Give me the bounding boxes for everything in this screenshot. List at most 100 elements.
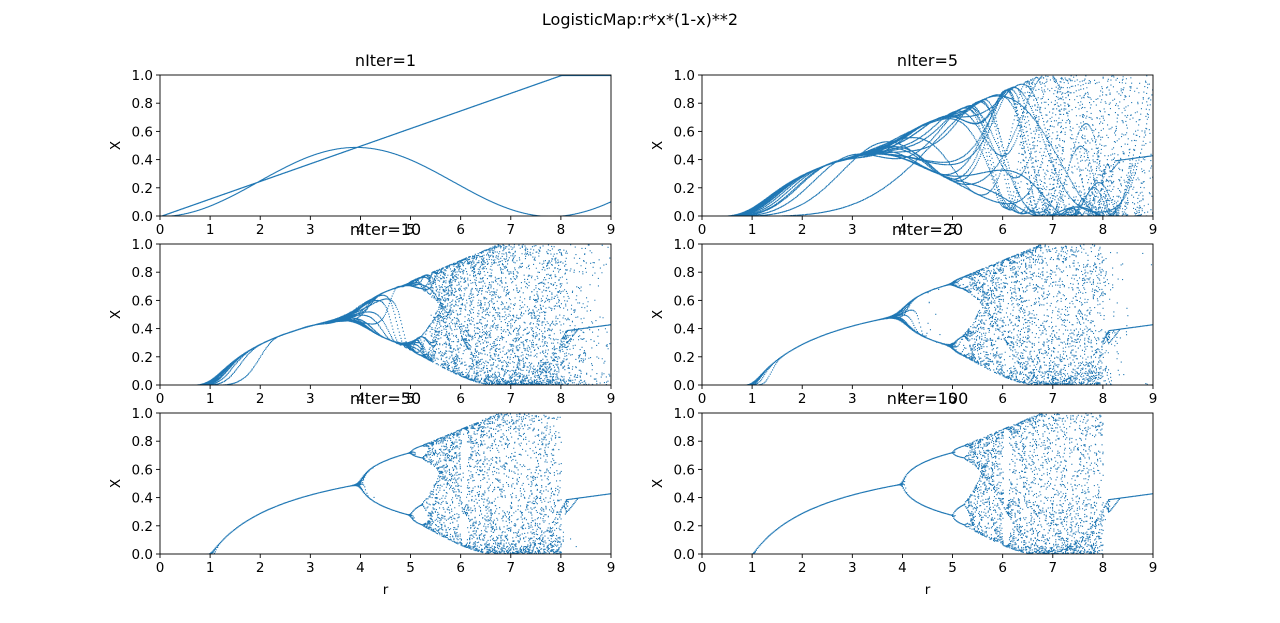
- x-tick-label: 0: [156, 391, 165, 407]
- x-tick-label: 3: [848, 222, 857, 238]
- x-tick-label: 8: [557, 222, 566, 238]
- y-tick-label: 0.0: [132, 209, 153, 225]
- y-axis-label: X: [108, 310, 124, 319]
- x-tick-label: 5: [406, 560, 415, 576]
- y-tick-label: 0.4: [132, 491, 153, 507]
- x-tick-label: 7: [506, 222, 515, 238]
- x-tick-label: 4: [356, 560, 365, 576]
- y-tick-label: 1.0: [132, 406, 153, 422]
- y-tick-label: 0.2: [132, 350, 153, 366]
- x-tick-label: 3: [306, 222, 315, 238]
- x-tick-label: 0: [698, 391, 707, 407]
- y-axis-label: X: [650, 310, 666, 319]
- x-tick-label: 3: [306, 391, 315, 407]
- y-tick-label: 0.2: [674, 181, 695, 197]
- y-tick-label: 1.0: [132, 237, 153, 253]
- x-tick-label: 8: [1099, 222, 1108, 238]
- y-tick-label: 1.0: [674, 68, 695, 84]
- y-tick-label: 0.0: [132, 378, 153, 394]
- y-tick-label: 0.4: [132, 322, 153, 338]
- y-tick-label: 0.6: [674, 293, 695, 309]
- subplot-title: nIter=100: [887, 389, 969, 408]
- y-tick-label: 0.6: [674, 124, 695, 140]
- x-tick-label: 1: [748, 222, 757, 238]
- y-tick-label: 0.0: [132, 547, 153, 563]
- x-tick-label: 7: [506, 560, 515, 576]
- x-tick-label: 0: [156, 222, 165, 238]
- y-tick-label: 0.8: [674, 265, 695, 281]
- y-tick-label: 0.2: [674, 519, 695, 535]
- y-tick-label: 0.4: [674, 322, 695, 338]
- x-tick-label: 8: [1099, 560, 1108, 576]
- y-tick-label: 1.0: [674, 237, 695, 253]
- y-tick-label: 0.4: [132, 153, 153, 169]
- x-tick-label: 7: [1048, 391, 1057, 407]
- y-tick-label: 0.6: [132, 293, 153, 309]
- x-tick-label: 9: [1149, 222, 1158, 238]
- y-tick-label: 0.6: [132, 124, 153, 140]
- x-tick-label: 0: [698, 222, 707, 238]
- x-tick-label: 3: [848, 560, 857, 576]
- y-axis-label: X: [650, 479, 666, 488]
- y-tick-label: 0.2: [674, 350, 695, 366]
- y-tick-label: 0.0: [674, 209, 695, 225]
- x-tick-label: 8: [557, 560, 566, 576]
- x-tick-label: 9: [1149, 560, 1158, 576]
- y-tick-label: 0.4: [674, 491, 695, 507]
- x-tick-label: 4: [898, 560, 907, 576]
- y-tick-label: 0.2: [132, 181, 153, 197]
- x-tick-label: 1: [206, 222, 215, 238]
- subplot-title: nIter=1: [355, 51, 416, 70]
- y-axis-label: X: [108, 141, 124, 150]
- y-axis-label: X: [650, 141, 666, 150]
- x-tick-label: 9: [607, 222, 616, 238]
- subplot-title: nIter=10: [350, 220, 421, 239]
- x-tick-label: 6: [998, 222, 1007, 238]
- x-tick-label: 8: [557, 391, 566, 407]
- x-tick-label: 6: [998, 560, 1007, 576]
- subplot-title: nIter=50: [350, 389, 421, 408]
- y-tick-label: 0.8: [674, 434, 695, 450]
- x-tick-label: 2: [256, 222, 265, 238]
- y-tick-label: 0.8: [132, 265, 153, 281]
- x-axis-label: r: [383, 582, 389, 598]
- x-tick-label: 1: [748, 560, 757, 576]
- subplot-title: nIter=20: [892, 220, 963, 239]
- x-tick-label: 7: [506, 391, 515, 407]
- x-tick-label: 7: [1048, 560, 1057, 576]
- x-tick-label: 6: [456, 560, 465, 576]
- x-tick-label: 6: [998, 391, 1007, 407]
- x-tick-label: 9: [607, 560, 616, 576]
- y-tick-label: 0.4: [674, 153, 695, 169]
- x-tick-label: 6: [456, 391, 465, 407]
- x-tick-label: 0: [156, 560, 165, 576]
- x-tick-label: 9: [607, 391, 616, 407]
- figure-title: LogisticMap:r*x*(1-x)**2: [542, 10, 738, 29]
- y-tick-label: 0.0: [674, 378, 695, 394]
- y-tick-label: 0.2: [132, 519, 153, 535]
- x-axis-label: r: [925, 582, 931, 598]
- x-tick-label: 8: [1099, 391, 1108, 407]
- x-tick-label: 2: [798, 222, 807, 238]
- x-tick-label: 2: [256, 560, 265, 576]
- subplot-title: nIter=5: [897, 51, 958, 70]
- x-tick-label: 7: [1048, 222, 1057, 238]
- y-tick-label: 1.0: [132, 68, 153, 84]
- x-tick-label: 6: [456, 222, 465, 238]
- x-tick-label: 0: [698, 560, 707, 576]
- x-tick-label: 1: [206, 391, 215, 407]
- y-tick-label: 0.6: [674, 462, 695, 478]
- x-tick-label: 1: [206, 560, 215, 576]
- x-tick-label: 2: [798, 560, 807, 576]
- x-tick-label: 1: [748, 391, 757, 407]
- x-tick-label: 9: [1149, 391, 1158, 407]
- y-tick-label: 0.0: [674, 547, 695, 563]
- x-tick-label: 3: [306, 560, 315, 576]
- y-tick-label: 0.8: [132, 434, 153, 450]
- y-tick-label: 0.8: [674, 96, 695, 112]
- y-tick-label: 0.6: [132, 462, 153, 478]
- y-axis-label: X: [108, 479, 124, 488]
- x-tick-label: 3: [848, 391, 857, 407]
- y-tick-label: 1.0: [674, 406, 695, 422]
